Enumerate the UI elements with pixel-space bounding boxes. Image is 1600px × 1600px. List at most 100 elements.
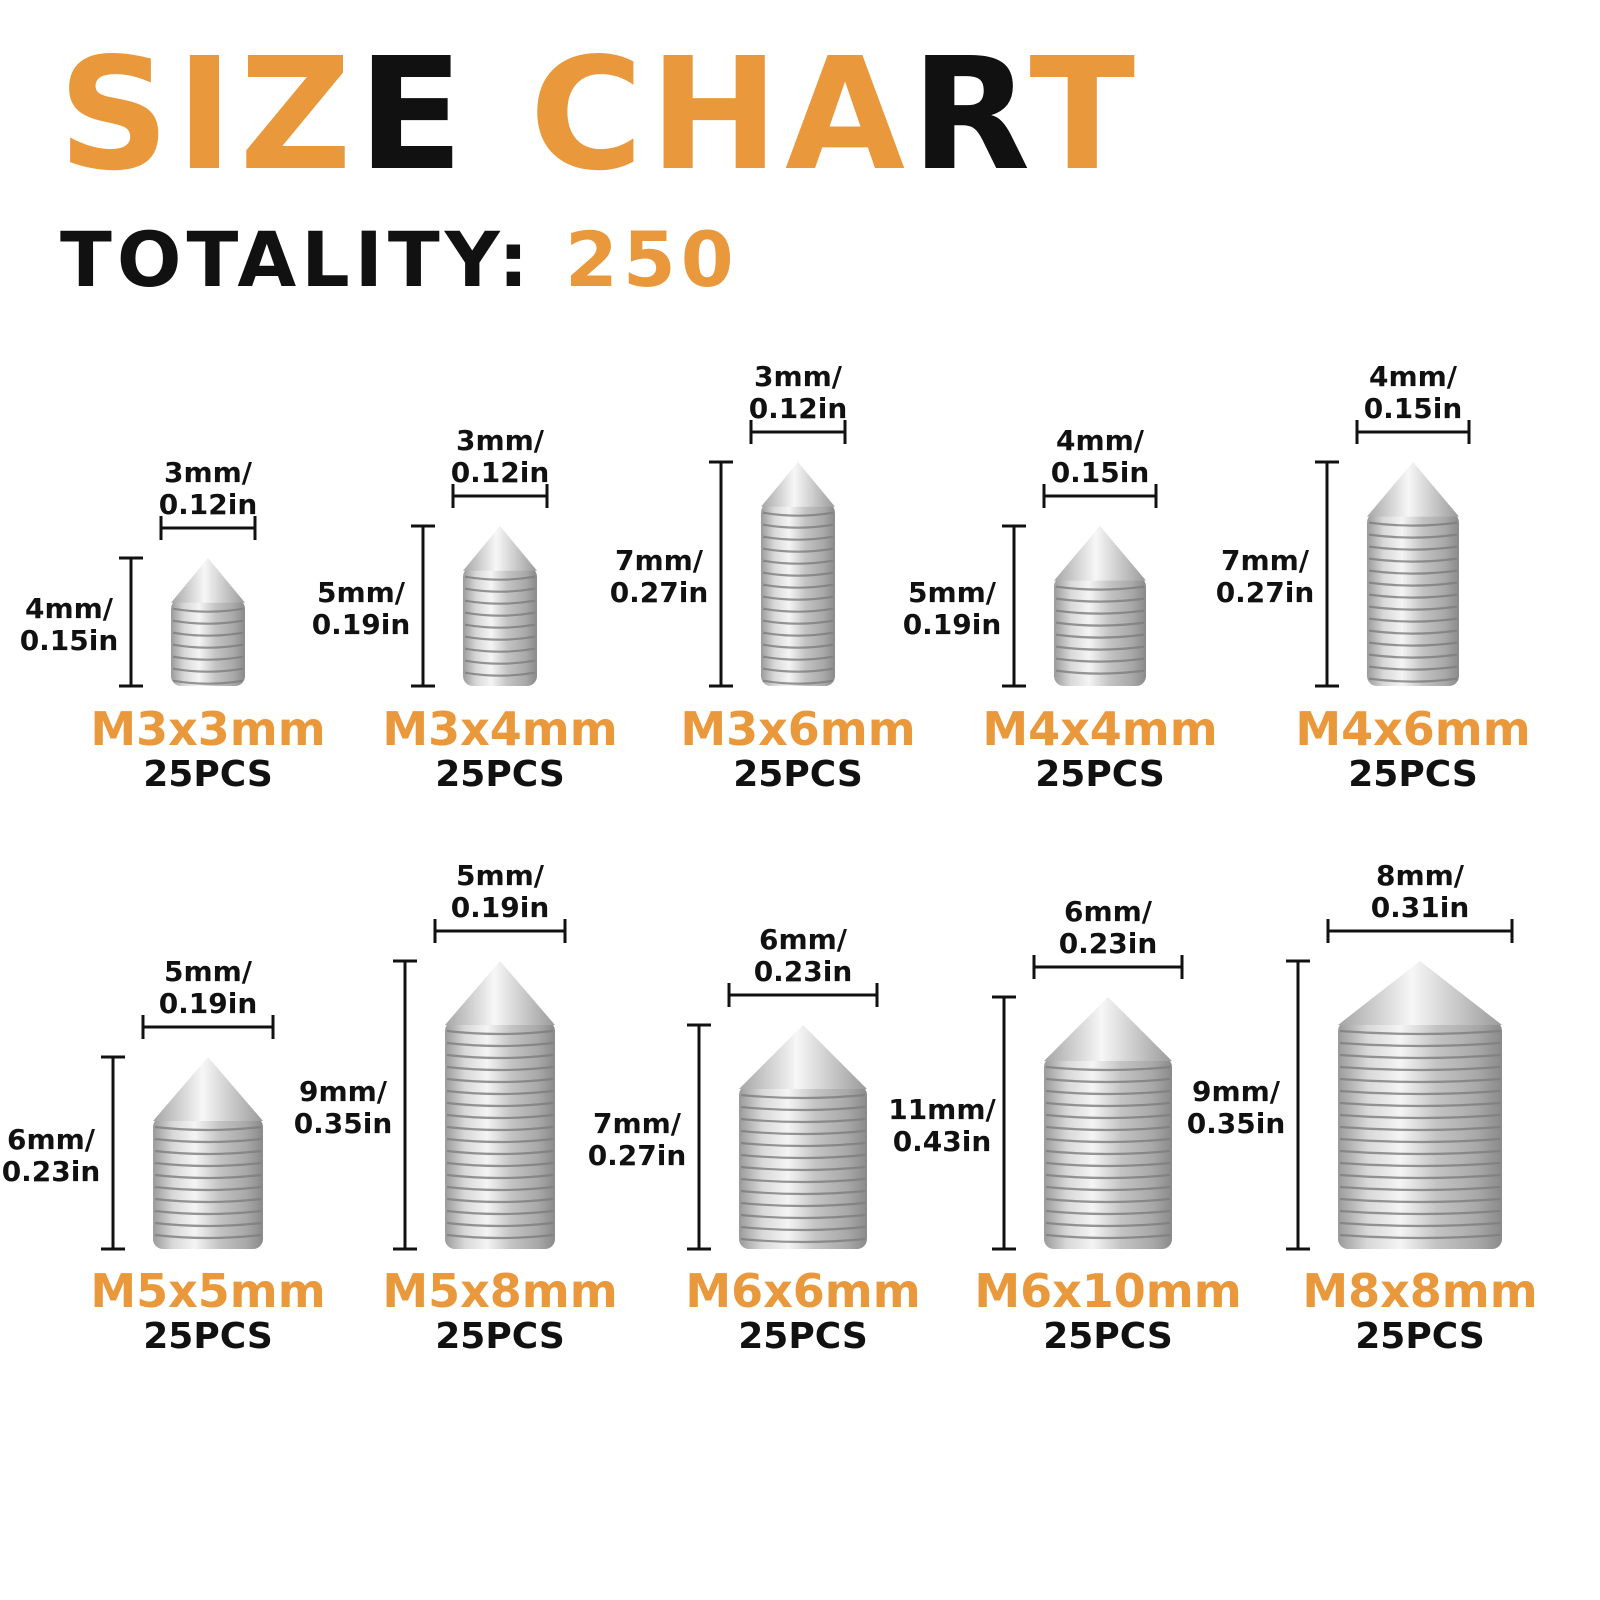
- width-dimension: 3mm/0.12in: [159, 456, 258, 540]
- length-in-label: 0.35in: [294, 1107, 393, 1140]
- model-label: M6x10mm: [974, 1264, 1241, 1318]
- quantity-label: 25PCS: [1043, 1316, 1173, 1357]
- length-mm-label: 7mm/: [593, 1107, 682, 1140]
- model-label: M4x6mm: [1295, 702, 1530, 756]
- set-screw-icon: [1054, 526, 1146, 686]
- length-mm-label: 6mm/: [7, 1123, 96, 1156]
- width-mm-label: 3mm/: [456, 424, 545, 457]
- width-dimension: 8mm/0.31in: [1326, 859, 1514, 943]
- width-in-label: 0.15in: [1051, 456, 1150, 489]
- width-mm-label: 6mm/: [759, 923, 848, 956]
- set-screw-icon: [1367, 462, 1459, 686]
- title-part: R: [911, 24, 1030, 205]
- set-screw-icon: [761, 462, 835, 686]
- totality-line: TOTALITY: 250: [60, 220, 739, 300]
- quantity-label: 25PCS: [435, 1316, 565, 1357]
- length-mm-label: 5mm/: [908, 576, 997, 609]
- page-title: SIZE CHART: [58, 37, 1141, 192]
- length-in-label: 0.43in: [893, 1125, 992, 1158]
- width-mm-label: 5mm/: [456, 859, 545, 892]
- length-mm-label: 11mm/: [888, 1093, 996, 1126]
- width-mm-label: 3mm/: [754, 360, 843, 393]
- length-dimension: 5mm/0.19in: [903, 524, 1026, 688]
- quantity-label: 25PCS: [143, 754, 273, 795]
- title-part: CHA: [469, 24, 911, 205]
- width-in-label: 0.19in: [451, 891, 550, 924]
- model-label: M3x3mm: [90, 702, 325, 756]
- length-dimension: 9mm/0.35in: [1187, 959, 1310, 1251]
- width-in-label: 0.23in: [1059, 927, 1158, 960]
- totality-value: 250: [565, 215, 739, 304]
- width-in-label: 0.23in: [754, 955, 853, 988]
- length-dimension: 11mm/0.43in: [888, 995, 1016, 1251]
- width-dimension: 5mm/0.19in: [433, 859, 567, 943]
- quantity-label: 25PCS: [733, 754, 863, 795]
- length-in-label: 0.27in: [1216, 576, 1315, 609]
- model-label: M5x5mm: [90, 1264, 325, 1318]
- quantity-label: 25PCS: [143, 1316, 273, 1357]
- width-mm-label: 6mm/: [1064, 895, 1153, 928]
- width-dimension: 3mm/0.12in: [749, 360, 848, 444]
- quantity-label: 25PCS: [435, 754, 565, 795]
- model-label: M3x4mm: [382, 702, 617, 756]
- length-mm-label: 9mm/: [1192, 1075, 1281, 1108]
- width-dimension: 4mm/0.15in: [1355, 360, 1471, 444]
- width-in-label: 0.12in: [159, 488, 258, 521]
- length-mm-label: 9mm/: [299, 1075, 388, 1108]
- totality-label: TOTALITY:: [60, 215, 534, 304]
- length-dimension: 7mm/0.27in: [610, 460, 733, 688]
- set-screw-icon: [445, 961, 555, 1249]
- length-dimension: 7mm/0.27in: [588, 1023, 711, 1251]
- width-mm-label: 4mm/: [1369, 360, 1458, 393]
- set-screw-icon: [171, 558, 245, 686]
- set-screw-icon: [1338, 961, 1502, 1249]
- length-in-label: 0.19in: [903, 608, 1002, 641]
- length-dimension: 7mm/0.27in: [1216, 460, 1339, 688]
- title-part: E: [357, 24, 470, 205]
- model-label: M4x4mm: [982, 702, 1217, 756]
- length-dimension: 6mm/0.23in: [2, 1055, 125, 1251]
- length-in-label: 0.23in: [2, 1155, 101, 1188]
- model-label: M5x8mm: [382, 1264, 617, 1318]
- width-dimension: 3mm/0.12in: [451, 424, 549, 508]
- length-in-label: 0.27in: [610, 576, 709, 609]
- length-in-label: 0.19in: [312, 608, 411, 641]
- quantity-label: 25PCS: [1035, 754, 1165, 795]
- model-label: M8x8mm: [1302, 1264, 1537, 1318]
- length-mm-label: 7mm/: [1221, 544, 1310, 577]
- length-dimension: 4mm/0.15in: [20, 556, 143, 688]
- width-mm-label: 3mm/: [164, 456, 253, 489]
- width-in-label: 0.19in: [159, 987, 258, 1020]
- width-in-label: 0.12in: [749, 392, 848, 425]
- quantity-label: 25PCS: [738, 1316, 868, 1357]
- length-dimension: 9mm/0.35in: [294, 959, 417, 1251]
- width-mm-label: 8mm/: [1376, 859, 1465, 892]
- model-label: M3x6mm: [680, 702, 915, 756]
- set-screw-icon: [739, 1025, 867, 1249]
- set-screw-icon: [153, 1057, 263, 1249]
- length-in-label: 0.15in: [20, 624, 119, 657]
- length-mm-label: 4mm/: [25, 592, 114, 625]
- length-mm-label: 7mm/: [615, 544, 704, 577]
- length-in-label: 0.35in: [1187, 1107, 1286, 1140]
- title-part: SIZ: [58, 24, 358, 205]
- width-dimension: 6mm/0.23in: [727, 923, 879, 1007]
- title-part: T: [1029, 24, 1142, 205]
- model-label: M6x6mm: [685, 1264, 920, 1318]
- width-dimension: 5mm/0.19in: [141, 955, 275, 1039]
- quantity-label: 25PCS: [1355, 1316, 1485, 1357]
- width-mm-label: 5mm/: [164, 955, 253, 988]
- width-in-label: 0.31in: [1371, 891, 1470, 924]
- length-dimension: 5mm/0.19in: [312, 524, 435, 688]
- width-dimension: 6mm/0.23in: [1032, 895, 1184, 979]
